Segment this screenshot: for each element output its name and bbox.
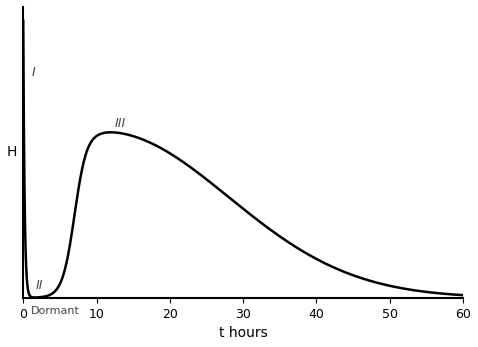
Text: Dormant: Dormant <box>31 306 80 316</box>
Y-axis label: H: H <box>7 145 17 159</box>
Text: III: III <box>114 117 126 130</box>
X-axis label: t hours: t hours <box>219 326 268 340</box>
Text: I: I <box>32 66 36 79</box>
Text: II: II <box>35 279 43 292</box>
